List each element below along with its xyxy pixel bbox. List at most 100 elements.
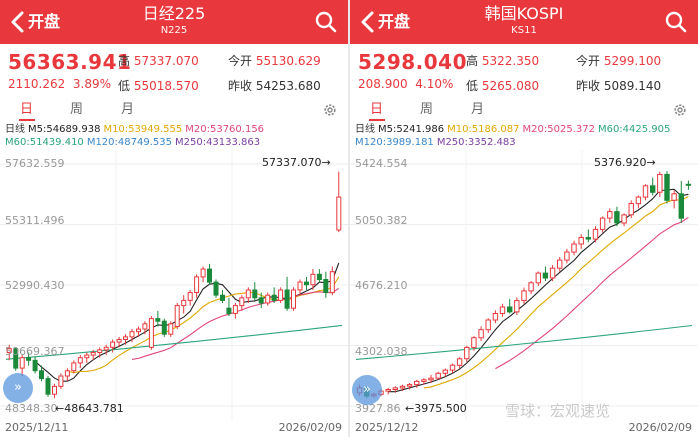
replay-icon[interactable]: » [352,375,382,405]
candle-up [642,185,649,198]
high-label: 高 [118,54,131,68]
candle-up [64,370,70,377]
candle-up [278,289,284,301]
candle-up [442,369,448,374]
tab-week[interactable]: 周 [70,102,84,117]
candle-down [650,185,656,193]
change-percent: 4.10% [415,77,454,91]
candle-up [406,384,413,387]
candle-down [304,281,309,286]
candle-up [129,331,135,338]
tab-month[interactable]: 月 [121,102,135,117]
candle-up [142,323,148,330]
candle-up [265,294,271,304]
quote-summary: 56363.941 2110.262 3.89% 高 57337.070 低 5… [0,44,348,100]
change-value: 208.900 [358,77,408,91]
header-bar: 开盘 韩国KOSPI KS11 [350,0,698,44]
low-marker-value: 48643.781 [64,402,124,415]
header-bar: 开盘 日经225 N225 [0,0,348,44]
candle-up [385,389,391,392]
open-value: 5299.100 [603,54,662,68]
candle-up [336,196,342,231]
date-axis: 2025/12/11 2026/02/09 [0,421,348,435]
open-badge[interactable]: 开盘 [28,12,61,31]
candle-up [200,268,206,278]
candle-up [329,271,335,294]
low-label: 低 [466,79,479,93]
kline-chart[interactable]: 57632.559 55311.496 52990.430 50669.367 … [0,150,348,420]
ma-legend-item: M10:5186.087 [447,124,520,135]
search-icon[interactable] [314,10,338,34]
candle-up [628,203,634,216]
tab-month[interactable]: 月 [471,102,485,117]
candle-up [297,281,303,291]
low-marker-label: ←48643.781 [55,402,124,415]
prev-close-value: 5089.140 [603,79,662,93]
candle-down [45,378,51,395]
ma-legend-item: M250:3352.483 [436,137,516,148]
gear-icon[interactable] [322,102,338,118]
candle-up [592,228,599,240]
candle-up [492,313,499,321]
candle-up [621,214,627,224]
back-icon[interactable] [8,10,30,34]
y-tick-label: 5050.382 [355,214,408,227]
period-tabs: 日 周 月 [0,100,348,122]
candle-up [607,211,613,219]
high-value: 57337.070 [133,54,199,68]
candle-up [528,282,534,292]
last-price: 5298.040 [358,50,468,74]
candle-up [97,349,103,353]
y-tick-label: 52990.430 [5,279,65,292]
candle-up [399,385,406,389]
candle-up [103,346,109,351]
tab-day[interactable]: 日 [370,102,384,117]
search-icon[interactable] [664,10,688,34]
y-tick-label: 48348.30 [5,402,58,415]
prev-close-label: 昨收 [228,79,253,93]
tab-active-underline [369,119,385,121]
kline-svg [0,150,348,420]
candle-up [671,193,677,201]
candle-down [664,173,670,201]
gear-icon[interactable] [672,102,688,118]
candle-up [428,377,434,381]
candle-down [39,370,44,380]
candle-up [564,251,570,261]
candle-up [52,385,57,395]
price-change: 208.900 4.10% [358,77,453,91]
candle-up [110,341,116,348]
high-cell: 高 57337.070 [118,54,199,68]
candle-down [161,320,167,335]
candle-up [291,289,296,309]
y-tick-label: 4302.038 [355,345,408,358]
ma-legend-row2: M60:51439.410 M120:48749.535 M250:43133.86… [5,137,263,149]
candle-up [168,323,174,335]
change-percent: 3.89% [72,77,112,91]
y-tick-label: 55311.496 [5,214,65,227]
candle-up [136,328,141,333]
candle-down [614,211,620,224]
last-price: 56363.941 [8,50,132,74]
candle-up [464,346,470,360]
candle-down [685,183,692,186]
candle-down [32,359,38,372]
candle-up [657,173,663,193]
kline-chart[interactable]: 5424.554 5050.382 4676.210 4302.038 3927… [350,150,698,420]
index-code: KS11 [511,25,537,36]
candle-up [90,352,96,356]
candle-up [19,357,25,369]
open-cell: 今开 5299.100 [576,54,661,68]
price-change: 2110.262 3.89% [8,77,111,91]
candle-down [13,348,19,369]
candle-up [449,364,456,371]
tab-day[interactable]: 日 [20,102,34,117]
candle-up [535,272,542,284]
open-badge[interactable]: 开盘 [378,12,411,31]
back-icon[interactable] [358,10,380,34]
ma-legend-item: M250:43133.863 [174,137,261,148]
high-cell: 高 5322.350 [466,54,539,68]
tab-week[interactable]: 周 [420,102,434,117]
replay-icon[interactable]: » [3,373,33,403]
